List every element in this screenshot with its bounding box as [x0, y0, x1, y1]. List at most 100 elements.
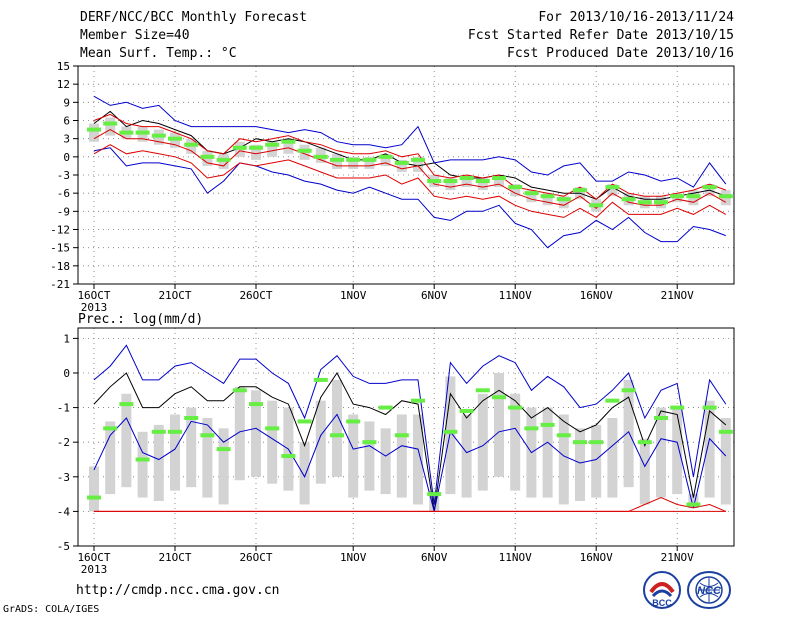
source-url[interactable]: http://cmdp.ncc.cma.gov.cn [76, 583, 280, 598]
y-tick-label: -18 [50, 260, 70, 273]
series-line [93, 344, 727, 505]
box [299, 442, 310, 505]
box [510, 393, 521, 491]
box [542, 193, 553, 206]
median-marker [362, 440, 377, 445]
y-tick-label: -5 [57, 540, 70, 553]
x-tick-label: 6NOV [421, 551, 448, 564]
median-marker [540, 194, 555, 199]
median-marker [718, 429, 733, 434]
box [526, 190, 537, 203]
x-tick-label: 1NOV [340, 289, 367, 302]
median-marker [540, 422, 555, 427]
median-marker [524, 426, 539, 431]
series-line [93, 413, 727, 512]
median-marker [637, 440, 652, 445]
median-marker [151, 133, 166, 138]
ncc-logo: NCC [687, 571, 731, 609]
median-marker [605, 185, 620, 190]
median-marker [135, 457, 150, 462]
x-tick-label: 21NOV [661, 551, 694, 564]
median-marker [492, 176, 506, 181]
median-marker [378, 405, 393, 410]
median-marker [313, 154, 328, 159]
bcc-logo: BCC [643, 571, 681, 609]
x-tick-label: 26OCT [239, 551, 272, 564]
box [591, 424, 602, 498]
box [170, 414, 180, 491]
median-marker [184, 415, 199, 420]
median-marker [232, 388, 247, 393]
variable-label: Mean Surf. Temp.: °C [80, 46, 237, 61]
box [461, 414, 472, 498]
started-date: Fcst Started Refer Date 2013/10/15 [467, 28, 734, 43]
box [364, 156, 375, 169]
median-marker [297, 419, 312, 424]
box [153, 424, 164, 502]
median-marker [103, 121, 118, 126]
median-marker [216, 157, 231, 162]
x-tick-label: 21OCT [158, 551, 191, 564]
box [332, 379, 342, 477]
bcc-logo-text: BCC [652, 598, 672, 608]
x-tick-label: 1NOV [340, 551, 367, 564]
median-marker [216, 447, 231, 452]
box [542, 407, 553, 498]
series-line [94, 497, 726, 512]
median-marker [670, 405, 685, 410]
series-line [93, 95, 727, 188]
box [575, 428, 585, 502]
median-marker [265, 426, 280, 431]
median-marker [427, 179, 442, 184]
box [688, 494, 699, 508]
box [623, 379, 634, 488]
box [461, 175, 472, 188]
box [267, 400, 278, 484]
median-marker [200, 433, 215, 438]
median-marker [184, 142, 199, 147]
x-tick-label: 16OCT [77, 551, 110, 564]
median-marker [556, 197, 571, 202]
y-tick-label: -2 [57, 436, 70, 449]
box [704, 400, 715, 498]
median-marker [508, 405, 523, 410]
median-marker [281, 139, 296, 144]
x-tick-label: 11NOV [499, 551, 532, 564]
median-marker [718, 194, 733, 199]
box [380, 428, 391, 495]
box [105, 117, 116, 136]
y-tick-label: 9 [63, 96, 70, 109]
median-marker [573, 440, 587, 445]
x-tick-label: 21NOV [661, 289, 694, 302]
median-marker [556, 433, 571, 438]
median-marker [249, 145, 263, 150]
y-tick-label: 3 [63, 133, 70, 146]
median-marker [492, 395, 506, 400]
x-year-label: 2013 [81, 301, 108, 314]
box [396, 414, 407, 498]
forecast-period: For 2013/10/16-2013/11/24 [538, 10, 734, 25]
median-marker [475, 388, 490, 393]
x-tick-label: 26OCT [239, 289, 272, 302]
median-marker [200, 154, 215, 159]
box [607, 417, 618, 498]
median-marker [330, 157, 344, 162]
y-tick-label: -9 [57, 205, 70, 218]
box [445, 178, 456, 191]
box [477, 178, 488, 191]
median-marker [265, 142, 280, 147]
median-marker [443, 179, 458, 184]
y-tick-label: -4 [57, 505, 71, 518]
series-line [93, 147, 726, 249]
box [121, 393, 132, 488]
median-marker [589, 440, 604, 445]
median-marker [313, 377, 328, 382]
box [396, 159, 407, 172]
median-marker [524, 191, 539, 196]
box [202, 417, 213, 498]
median-marker [459, 176, 474, 181]
box [251, 144, 261, 160]
box [639, 438, 650, 505]
median-marker [443, 429, 458, 434]
y-tick-label: 6 [63, 115, 70, 128]
